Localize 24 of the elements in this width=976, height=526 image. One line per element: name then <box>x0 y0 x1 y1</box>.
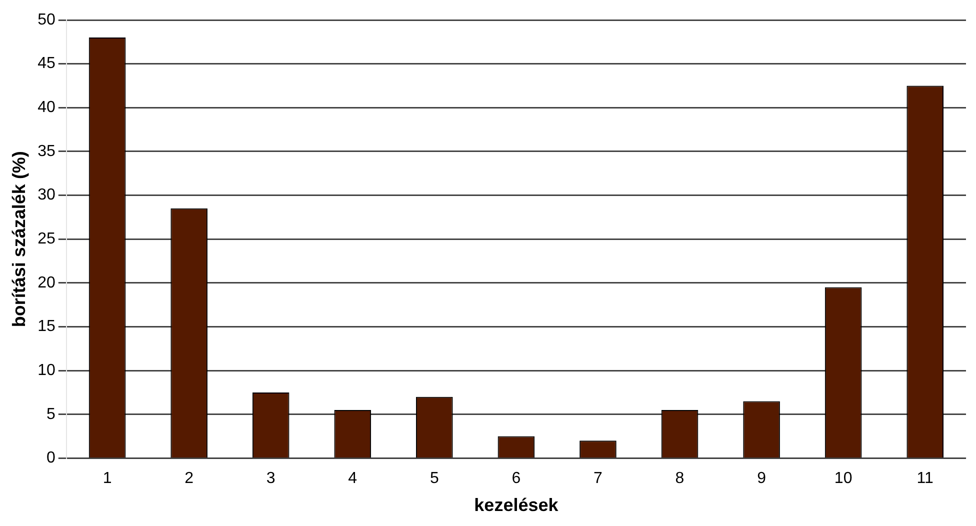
y-tick-label: 15 <box>38 318 56 336</box>
y-tick-label: 0 <box>46 450 56 467</box>
y-tick-label: 40 <box>38 99 56 116</box>
x-tick-label: 3 <box>266 470 276 488</box>
x-tick-label: 8 <box>675 470 684 488</box>
y-tick-label: 5 <box>46 406 56 423</box>
y-tick-label: 20 <box>38 274 56 292</box>
x-tick-label: 7 <box>594 470 603 488</box>
y-axis-title: borítási százalék (%) <box>8 151 29 328</box>
y-tick-label: 25 <box>38 230 56 248</box>
x-tick-label: 1 <box>102 470 112 488</box>
x-axis-title: kezelések <box>474 495 560 516</box>
y-tick-label: 50 <box>38 11 56 28</box>
y-tick-label: 45 <box>38 55 56 72</box>
x-tick-label: 4 <box>348 470 358 488</box>
y-tick-label: 30 <box>38 186 56 204</box>
x-tick-label: 10 <box>834 470 852 488</box>
x-tick-label: 6 <box>512 470 521 488</box>
y-tick-label: 35 <box>38 142 56 160</box>
x-tick-label: 9 <box>757 470 766 488</box>
x-tick-label: 11 <box>916 470 934 488</box>
y-tick-label: 10 <box>38 362 56 379</box>
x-tick-label: 5 <box>430 470 439 488</box>
x-tick-label: 2 <box>184 470 194 488</box>
